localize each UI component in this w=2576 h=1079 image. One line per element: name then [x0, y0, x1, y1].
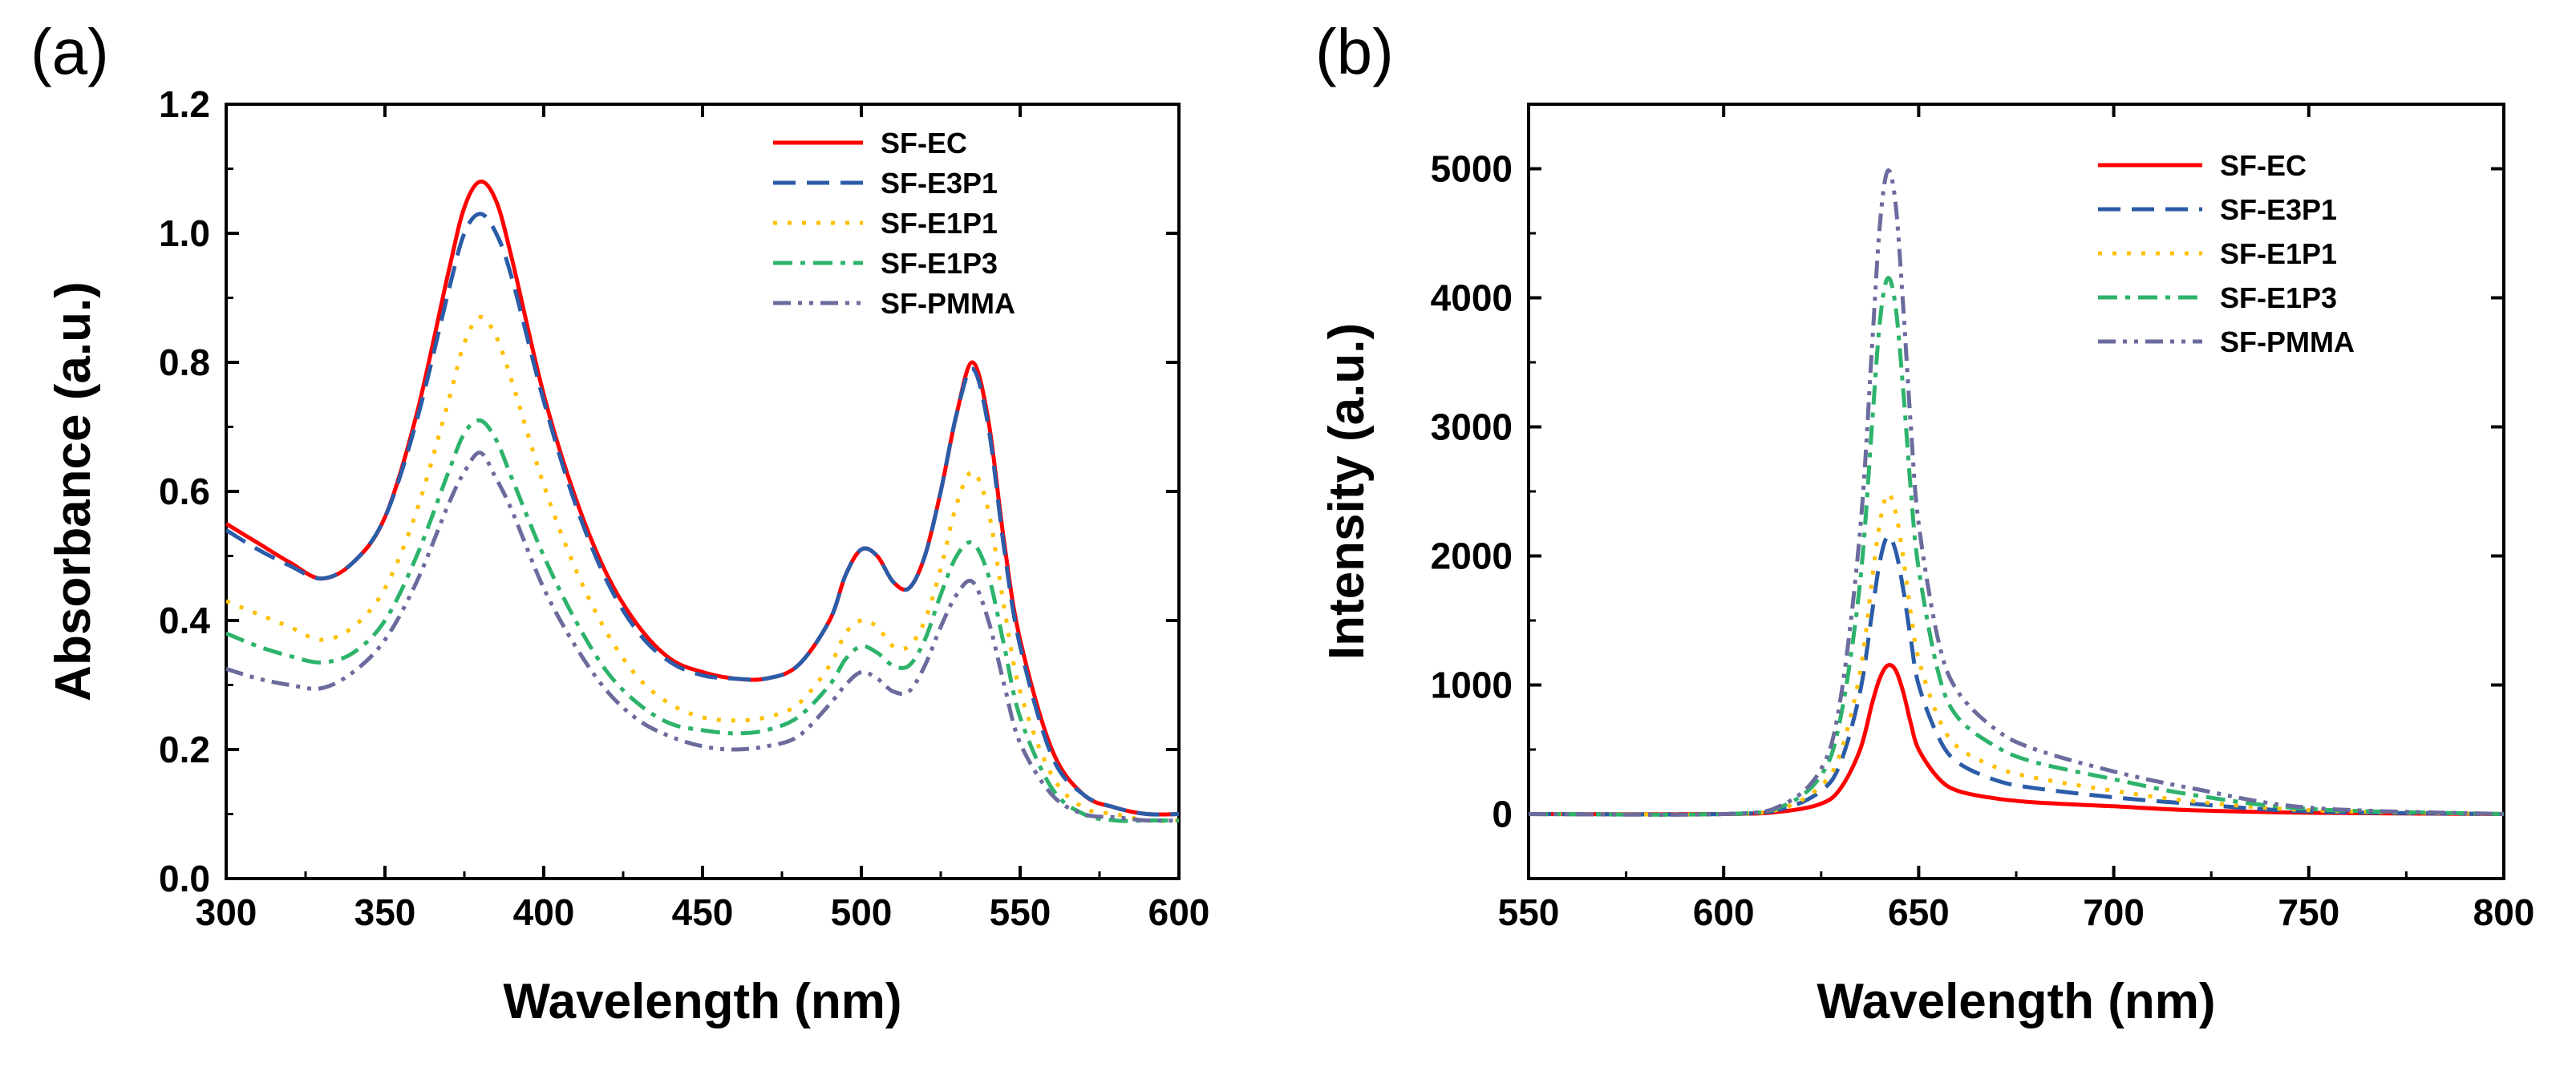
plot-frame-a [225, 103, 1181, 880]
series-line-sf-e3p1 [1529, 534, 2504, 817]
x-axis-title-a: Wavelength (nm) [503, 974, 901, 1029]
absorbance-chart: (a) 300 350 400 450 500 550 600 0.0 0.2 0.4 0.6 0.8… [30, 16, 1209, 1029]
y-tick-label-a: 0.8 [159, 341, 210, 383]
y-tick-label-b: 0 [1492, 794, 1513, 835]
series-line-sf-e1p3 [226, 418, 1179, 823]
y-axis-title-a: Absorbance (a.u.) [46, 281, 101, 701]
series-line-sf-e1p3 [1529, 276, 2504, 817]
legend-b: SF-EC SF-E3P1 SF-E1P1 SF-E1P3 SF-PMMA [2098, 149, 2355, 358]
series-line-sf-pmma [226, 451, 1179, 823]
y-tick-label-b: 4000 [1431, 277, 1513, 319]
x-tick-label-b: 800 [2473, 891, 2535, 933]
x-tick-label-a: 550 [990, 891, 1051, 933]
x-tick-label-a: 600 [1148, 891, 1210, 933]
legend-a: SF-EC SF-E3P1 SF-E1P1 SF-E1P3 SF-PMMA [773, 127, 1015, 320]
x-tick-label-b: 700 [2083, 891, 2145, 933]
x-tick-label-b: 650 [1888, 891, 1950, 933]
plot-frame-b [1527, 103, 2505, 880]
y-tick-label-b: 3000 [1431, 406, 1513, 448]
x-tick-label-b: 600 [1693, 891, 1755, 933]
legend-label-sf-e1p1: SF-E1P1 [881, 207, 998, 240]
y-axis-title-b: Intensity (a.u.) [1319, 323, 1375, 660]
legend-label-sf-e3p1: SF-E3P1 [881, 167, 998, 200]
series-line-sf-ec [226, 180, 1179, 817]
legend-label-sf-pmma: SF-PMMA [881, 287, 1015, 320]
series-line-sf-e3p1 [226, 212, 1179, 817]
x-tick-label-a: 350 [354, 891, 416, 933]
x-axis-title-b: Wavelength (nm) [1817, 974, 2215, 1029]
series-group-a [226, 180, 1179, 823]
series-line-sf-pmma [1529, 168, 2504, 817]
y-tick-label-a: 0.4 [159, 600, 210, 641]
y-tick-label-a: 0.6 [159, 471, 210, 512]
series-line-sf-e1p1 [1529, 491, 2504, 817]
y-tick-label-a: 0.2 [159, 729, 210, 770]
legend-label-sf-ec: SF-EC [881, 127, 967, 160]
axis-ticks-a: 300 350 400 450 500 550 600 0.0 0.2 0.4 0.6 0.8 1.0 1… [159, 83, 1209, 933]
series-line-sf-e1p1 [226, 315, 1179, 823]
y-tick-label-a: 1.2 [159, 83, 210, 125]
panel-label-a: (a) [30, 16, 109, 87]
legend-label-sf-ec: SF-EC [2220, 149, 2307, 182]
x-tick-label-b: 750 [2278, 891, 2339, 933]
y-tick-label-b: 2000 [1431, 535, 1513, 577]
panel-label-b: (b) [1315, 16, 1394, 87]
legend-label-sf-e1p3: SF-E1P3 [2220, 281, 2337, 314]
legend-label-sf-e1p3: SF-E1P3 [881, 247, 998, 280]
axis-ticks-b: 550 600 650 700 750 800 0 1000 2000 3000 4000 5000 [1431, 104, 2535, 933]
x-tick-label-a: 300 [196, 891, 257, 933]
legend-label-sf-pmma: SF-PMMA [2220, 325, 2355, 358]
x-tick-label-a: 450 [672, 891, 734, 933]
y-tick-label-a: 1.0 [159, 212, 210, 254]
x-tick-label-a: 400 [513, 891, 575, 933]
y-tick-label-b: 1000 [1431, 665, 1513, 706]
intensity-chart: (b) 550 600 650 700 750 800010002000300040005… [1315, 16, 2534, 1029]
x-tick-label-b: 550 [1498, 891, 1560, 933]
series-group-b [1529, 168, 2504, 817]
y-tick-label-a: 0.0 [159, 858, 210, 899]
series-line-sf-ec [1529, 663, 2504, 817]
y-tick-label-b: 5000 [1431, 148, 1513, 190]
x-tick-label-a: 500 [831, 891, 893, 933]
legend-label-sf-e3p1: SF-E3P1 [2220, 193, 2337, 226]
legend-label-sf-e1p1: SF-E1P1 [2220, 237, 2337, 270]
